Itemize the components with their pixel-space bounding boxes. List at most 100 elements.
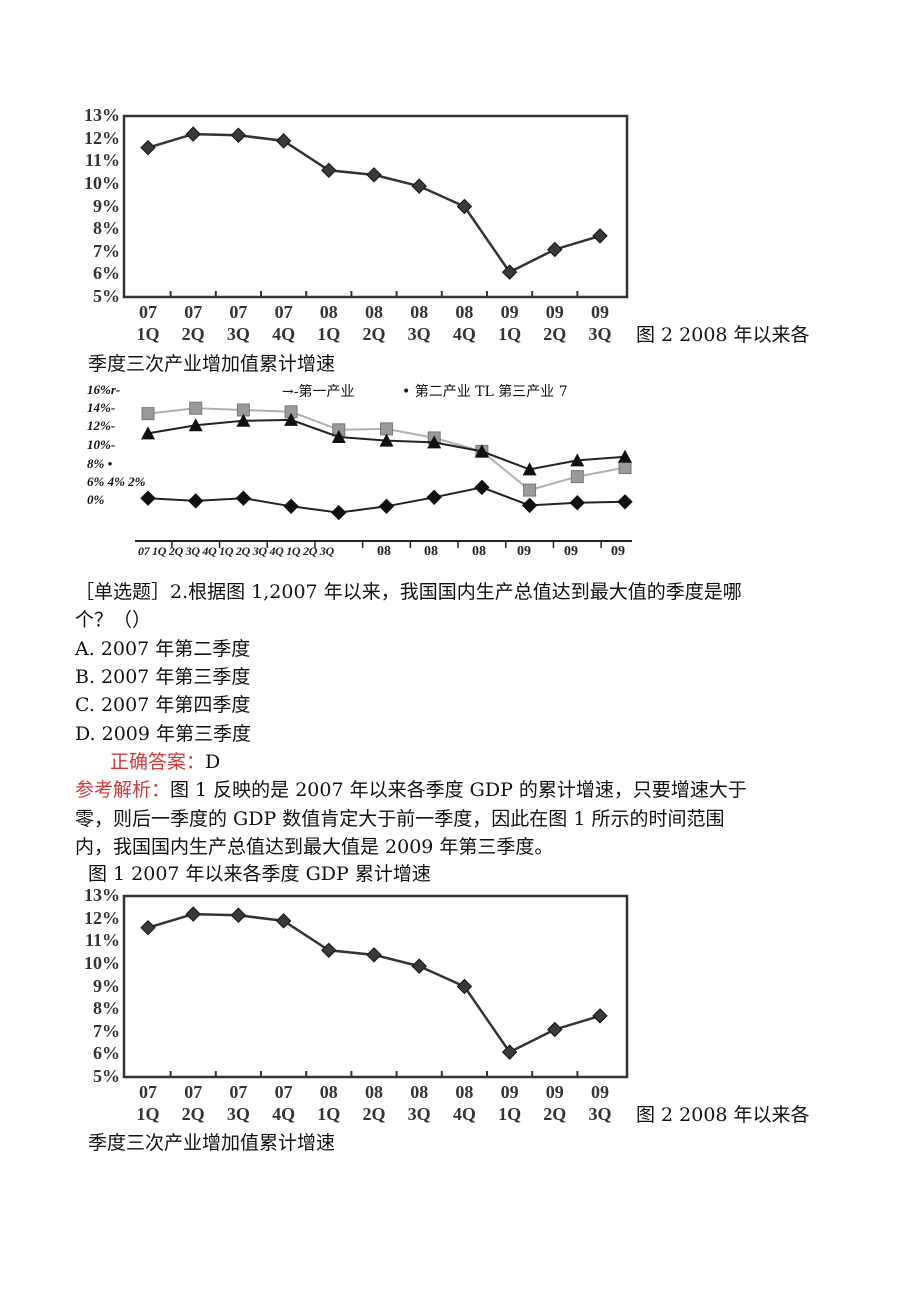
fig1-series-line	[147, 132, 601, 274]
fig1-repeat-x-tick-label: 07 3Q	[226, 1082, 250, 1124]
fig1-repeat-point-07-1Q	[140, 919, 156, 936]
fig2-primary-point	[187, 493, 204, 509]
fig1-repeat-x-tick-label: 08 1Q	[317, 1082, 341, 1124]
fig1-repeat-y-tick-label: 5%	[93, 1066, 120, 1086]
fig2-caption-line1: 图 2 2008 年以来各	[636, 324, 810, 346]
legend-primary-industry: →-第一产业	[282, 384, 355, 400]
option-c[interactable]: C. 2007 年第四季度	[75, 694, 251, 716]
analysis-text: 图 1 反映的是 2007 年以来各季度 GDP 的累计增速，只要增速大于	[170, 779, 747, 801]
analysis-label: 参考解析：	[75, 779, 171, 801]
fig1-y-tick-label: 8%	[93, 218, 120, 239]
fig2-secondary-point	[570, 453, 585, 467]
fig2-x-tick-label-run: 07 1Q 2Q 3Q 4Q 1Q 2Q 3Q 4Q 1Q 2Q 3Q	[138, 544, 334, 558]
fig1-repeat-x-tick-label: 07 1Q	[136, 1082, 160, 1124]
fig1-point-09-2Q	[547, 241, 563, 258]
option-a[interactable]: A. 2007 年第二季度	[75, 638, 251, 660]
fig1-repeat-point-07-4Q	[275, 913, 292, 929]
fig1-repeat-y-tick-label: 13%	[84, 885, 120, 905]
analysis-line2: 零，则后一季度的 GDP 数值肯定大于前一季度，因此在图 1 所示的时间范围	[75, 808, 725, 830]
fig1-point-08-4Q	[456, 198, 473, 215]
fig2-y-tick-label: 0%	[87, 492, 105, 507]
fig1-y-tick-label: 10%	[84, 172, 120, 193]
fig2-secondary-point	[188, 418, 203, 432]
fig2-primary-point	[331, 504, 347, 521]
fig1-repeat-point-07-3Q	[230, 907, 247, 923]
fig2-y-tick-label: 10%-	[87, 437, 116, 452]
fig2-secondary-point	[522, 462, 537, 476]
fig1-x-tick-label: 08 2Q	[362, 302, 386, 344]
fig1-x-tick-label: 07 1Q	[136, 302, 160, 344]
fig1-x-tick-label: 09 3Q	[588, 302, 612, 344]
fig1-repeat-x-tick-label: 07 4Q	[272, 1082, 296, 1124]
fig1-caption: 图 1 2007 年以来各季度 GDP 累计增速	[88, 863, 431, 885]
fig2-y-tick-label: 16%r-	[87, 382, 121, 397]
fig2-tertiary-point	[618, 461, 632, 475]
fig2-secondary-point	[284, 412, 299, 426]
analysis-line3: 内，我国国内生产总值达到最大值是 2009 年第三季度。	[75, 836, 554, 858]
fig1-repeat-x-tick-label: 08 3Q	[407, 1082, 431, 1124]
fig1-repeat-x-tick-label: 07 2Q	[181, 1082, 205, 1124]
fig2-tertiary-point	[141, 407, 155, 421]
fig2-x-tick-label: 08	[424, 544, 438, 559]
fig1-repeat-y-tick-label: 7%	[93, 1020, 120, 1041]
fig1-point-07-1Q	[140, 139, 156, 156]
answer-value: D	[205, 751, 221, 773]
fig1-repeat-plot-frame	[122, 894, 629, 1079]
fig2-caption-line2-repeat: 季度三次产业增加值累计增速	[88, 1132, 336, 1154]
fig1-point-08-1Q	[321, 162, 337, 179]
fig1-repeat-series-line	[147, 912, 601, 1054]
fig1-repeat-y-tick-label: 8%	[93, 998, 120, 1019]
legend-secondary-tertiary-industry: • 第二产业 TL 第三产业 7	[402, 384, 568, 400]
fig1-repeat-point-07-2Q	[185, 906, 201, 922]
fig1-x-tick-label: 07 4Q	[272, 302, 296, 344]
correct-answer: 正确答案：D	[110, 748, 220, 776]
fig2-y-tick-label: 8% •	[87, 456, 113, 471]
fig1-x-tick-label: 07 2Q	[181, 302, 205, 344]
option-b[interactable]: B. 2007 年第三季度	[75, 666, 251, 688]
fig1-y-tick-label: 12%	[84, 127, 120, 148]
fig1-repeat-x-tick-label: 08 4Q	[452, 1082, 476, 1124]
fig1-repeat-y-tick-label: 9%	[93, 975, 120, 996]
fig2-x-tick-label: 09	[564, 544, 578, 559]
fig2-primary-point	[140, 490, 156, 506]
fig2-y-tick-label: 14%-	[87, 400, 116, 415]
fig2-secondary-point	[236, 413, 251, 427]
fig1-repeat-y-tick-label: 11%	[84, 930, 120, 951]
fig2-tertiary-point	[523, 483, 537, 497]
fig1-repeat-point-08-1Q	[321, 942, 337, 959]
fig1-point-09-1Q	[501, 264, 518, 280]
fig2-primary-point	[235, 490, 252, 506]
fig2-y-tick-label: 6% 4% 2%	[87, 474, 146, 489]
fig1-repeat-point-08-3Q	[411, 958, 427, 974]
fig2-tertiary-point	[570, 470, 584, 484]
fig2-tertiary-line	[147, 407, 626, 492]
fig2-secondary-point	[427, 435, 442, 449]
fig1-x-tick-label: 07 3Q	[226, 302, 250, 344]
question-text-line2: 个？（）	[75, 609, 152, 631]
fig1-x-tick-label: 08 3Q	[407, 302, 431, 344]
fig1-repeat-point-09-3Q	[592, 1008, 608, 1024]
fig2-x-tick-label: 08	[472, 544, 486, 559]
fig1-y-tick-label: 13%	[84, 105, 120, 125]
fig1-repeat-y-tick-label: 12%	[84, 907, 120, 928]
fig2-caption-line1-repeat: 图 2 2008 年以来各	[636, 1104, 810, 1126]
fig1-point-08-3Q	[411, 178, 427, 194]
answer-label: 正确答案：	[110, 751, 206, 773]
fig2-primary-point	[617, 494, 633, 510]
fig1-repeat-point-09-2Q	[547, 1021, 563, 1038]
fig2-x-tick-label: 09	[517, 544, 531, 559]
fig2-secondary-point	[618, 449, 632, 463]
fig1-point-09-3Q	[592, 228, 608, 244]
fig1-x-tick-label: 09 2Q	[543, 302, 567, 344]
question-text-line1: ［单选题］2.根据图 1,2007 年以来，我国国内生产总值达到最大值的季度是哪	[75, 581, 742, 603]
fig2-y-tick-label: 12%-	[87, 418, 116, 433]
fig2-secondary-point	[141, 426, 155, 440]
fig1-repeat-y-tick-label: 10%	[84, 952, 120, 973]
fig1-x-tick-label: 08 1Q	[317, 302, 341, 344]
fig2-tertiary-point	[380, 422, 393, 436]
fig1-x-tick-label: 09 1Q	[498, 302, 522, 344]
option-d[interactable]: D. 2009 年第三季度	[75, 723, 252, 745]
fig1-point-07-3Q	[230, 127, 247, 143]
fig1-repeat-y-tick-label: 6%	[93, 1043, 120, 1064]
fig1-x-tick-label: 08 4Q	[452, 302, 476, 344]
